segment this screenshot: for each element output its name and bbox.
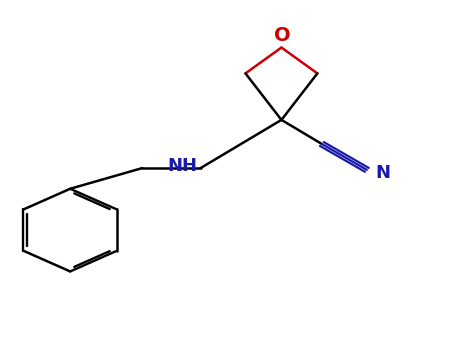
- Text: NH: NH: [167, 158, 197, 175]
- Text: N: N: [376, 164, 391, 182]
- Text: O: O: [274, 26, 291, 45]
